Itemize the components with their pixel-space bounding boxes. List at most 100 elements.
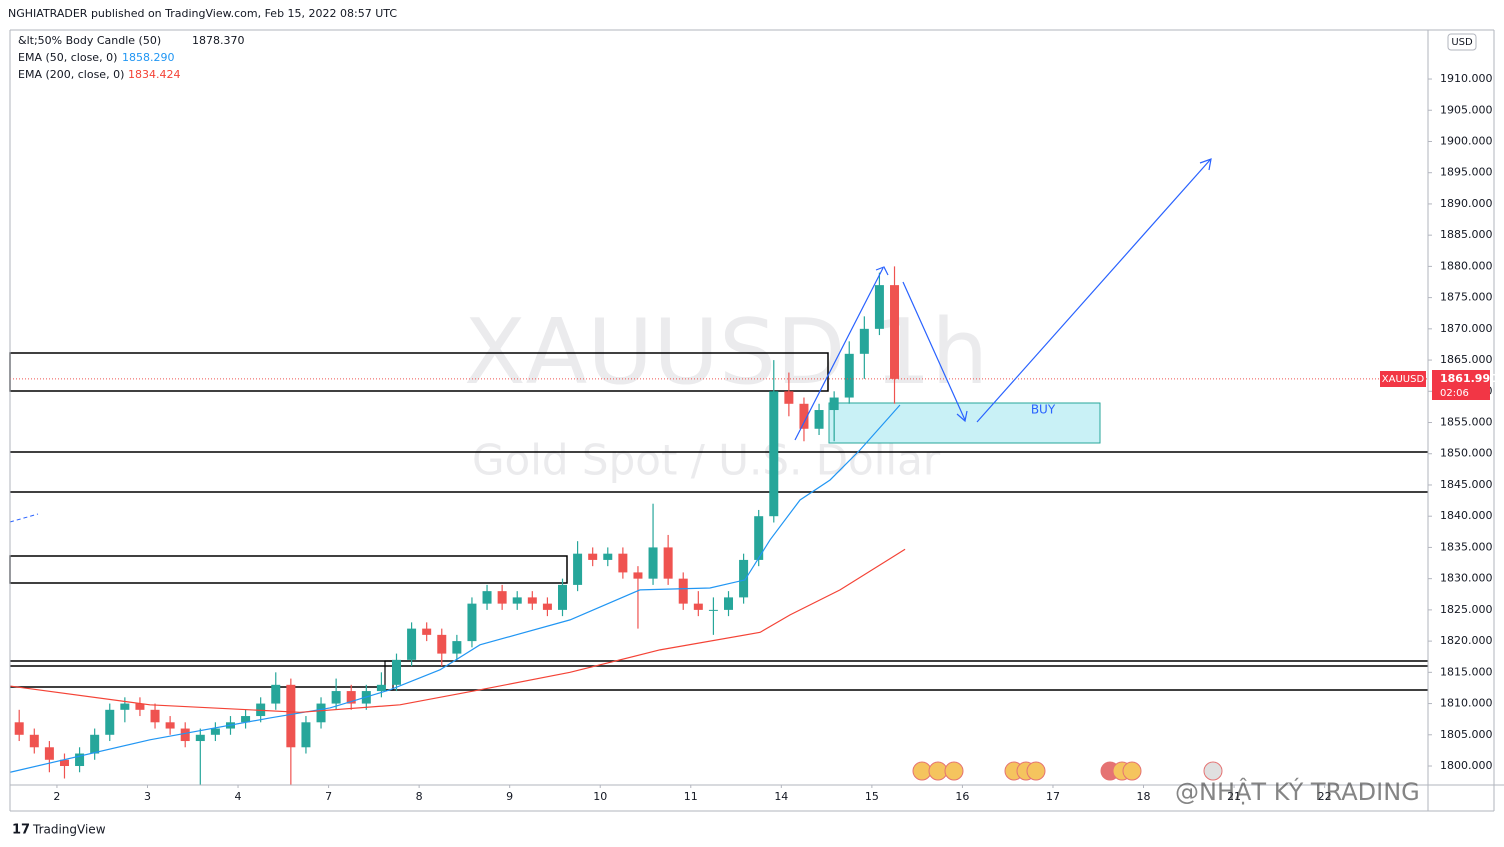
candle-body bbox=[286, 684, 296, 748]
x-tick-label: 7 bbox=[325, 790, 332, 803]
candle-body bbox=[316, 703, 326, 723]
arrow-head bbox=[1199, 158, 1212, 171]
legend-value: 1834.424 bbox=[128, 68, 181, 81]
candle-body bbox=[376, 684, 386, 692]
publisher: NGHIATRADER published on TradingView.com… bbox=[8, 7, 397, 20]
candle-body bbox=[482, 591, 492, 604]
candle-body bbox=[29, 734, 39, 748]
event-icon bbox=[1026, 761, 1046, 781]
candle-body bbox=[724, 597, 734, 610]
y-tick-label: 1905.000 bbox=[1440, 103, 1493, 116]
candle-body bbox=[331, 691, 341, 704]
candle-body bbox=[75, 753, 85, 767]
x-tick-label: 3 bbox=[144, 790, 151, 803]
arrow bbox=[794, 267, 884, 441]
candle-body bbox=[678, 578, 688, 604]
arrow bbox=[902, 281, 966, 421]
candle-body bbox=[452, 641, 462, 654]
arrows bbox=[794, 158, 1212, 441]
candle-body bbox=[648, 547, 658, 579]
x-tick-label: 11 bbox=[684, 790, 698, 803]
y-tick-label: 1820.000 bbox=[1440, 634, 1493, 647]
ema-line bbox=[10, 404, 901, 773]
x-tick-label: 10 bbox=[593, 790, 607, 803]
y-tick-label: 1910.000 bbox=[1440, 72, 1493, 85]
candle-body bbox=[769, 391, 779, 517]
x-tick-label: 16 bbox=[955, 790, 969, 803]
event-icon bbox=[912, 761, 932, 781]
candle-body bbox=[874, 285, 884, 329]
candle-body bbox=[618, 553, 628, 573]
candle-body bbox=[301, 722, 311, 748]
y-tick-label: 1825.000 bbox=[1440, 603, 1493, 616]
watermark-brand: @NHẬT KÝ TRADING bbox=[1175, 777, 1420, 806]
event-icon bbox=[944, 761, 964, 781]
candle-body bbox=[573, 553, 583, 585]
x-tick-label: 2 bbox=[53, 790, 60, 803]
x-tick-label: 9 bbox=[506, 790, 513, 803]
candle-body bbox=[105, 709, 115, 735]
y-tick-label: 1800.000 bbox=[1440, 759, 1493, 772]
y-tick-label: 1815.000 bbox=[1440, 665, 1493, 678]
logo: 17 bbox=[12, 823, 30, 838]
legend-value: 1858.290 bbox=[122, 51, 175, 64]
y-tick-label: 1890.000 bbox=[1440, 197, 1493, 210]
candle-body bbox=[14, 722, 24, 735]
y-tick-label: 1895.000 bbox=[1440, 166, 1493, 179]
y-tick-label: 1875.000 bbox=[1440, 291, 1493, 304]
candle-body bbox=[542, 603, 552, 610]
candle-body bbox=[210, 728, 220, 735]
event-icon bbox=[1122, 761, 1142, 781]
candle-body bbox=[135, 703, 145, 710]
arrow-head bbox=[875, 266, 889, 276]
countdown: 02:06 bbox=[1440, 388, 1469, 399]
candle-body bbox=[603, 553, 613, 560]
candle-body bbox=[241, 716, 251, 723]
currency-badge[interactable] bbox=[1447, 33, 1477, 51]
y-tick-label: 1845.000 bbox=[1440, 478, 1493, 491]
candle-body bbox=[195, 734, 205, 742]
candle-body bbox=[180, 728, 190, 742]
legend-label: &lt;50% Body Candle (50) bbox=[18, 34, 161, 47]
y-tick-label: 1835.000 bbox=[1440, 540, 1493, 553]
arrow-head bbox=[956, 410, 968, 423]
candle-body bbox=[346, 691, 356, 704]
price-tag bbox=[1432, 370, 1490, 400]
x-tick-label: 14 bbox=[774, 790, 788, 803]
y-tick-label: 1900.000 bbox=[1440, 134, 1493, 147]
legend-value: 1878.370 bbox=[192, 34, 245, 47]
zone-label: BUY bbox=[1031, 403, 1056, 417]
candle-body bbox=[165, 722, 175, 729]
candle-body bbox=[693, 603, 703, 610]
y-tick-label: 1885.000 bbox=[1440, 228, 1493, 241]
y-tick-label: 1810.000 bbox=[1440, 697, 1493, 710]
candle-body bbox=[497, 591, 507, 604]
candle-body bbox=[120, 703, 130, 710]
ema-line bbox=[10, 548, 906, 713]
y-tick-label: 1840.000 bbox=[1440, 509, 1493, 522]
candle-body bbox=[44, 747, 54, 760]
candle-body bbox=[422, 628, 432, 635]
candle-body bbox=[588, 553, 598, 560]
candle-body bbox=[844, 353, 854, 398]
x-tick-label: 15 bbox=[865, 790, 879, 803]
buy-zone bbox=[828, 402, 1101, 444]
watermark-description: Gold Spot / U.S. Dollar bbox=[472, 436, 941, 485]
candle-body bbox=[391, 659, 401, 685]
candle-body bbox=[890, 285, 900, 379]
candle-body bbox=[271, 684, 281, 704]
y-tick-label: 1880.000 bbox=[1440, 259, 1493, 272]
y-tick-label: 1870.000 bbox=[1440, 322, 1493, 335]
symbol-tag bbox=[1380, 371, 1426, 387]
currency[interactable]: USD bbox=[1451, 37, 1473, 48]
price-tag-text: 1861.990 bbox=[1440, 372, 1498, 385]
candle-body bbox=[527, 597, 537, 604]
x-tick-label: 22 bbox=[1318, 790, 1332, 803]
candle-body bbox=[512, 597, 522, 604]
y-tick-label: 1850.000 bbox=[1440, 447, 1493, 460]
candle-body bbox=[754, 516, 764, 560]
arrow bbox=[976, 159, 1211, 423]
legend-label: EMA (200, close, 0) bbox=[18, 68, 124, 81]
